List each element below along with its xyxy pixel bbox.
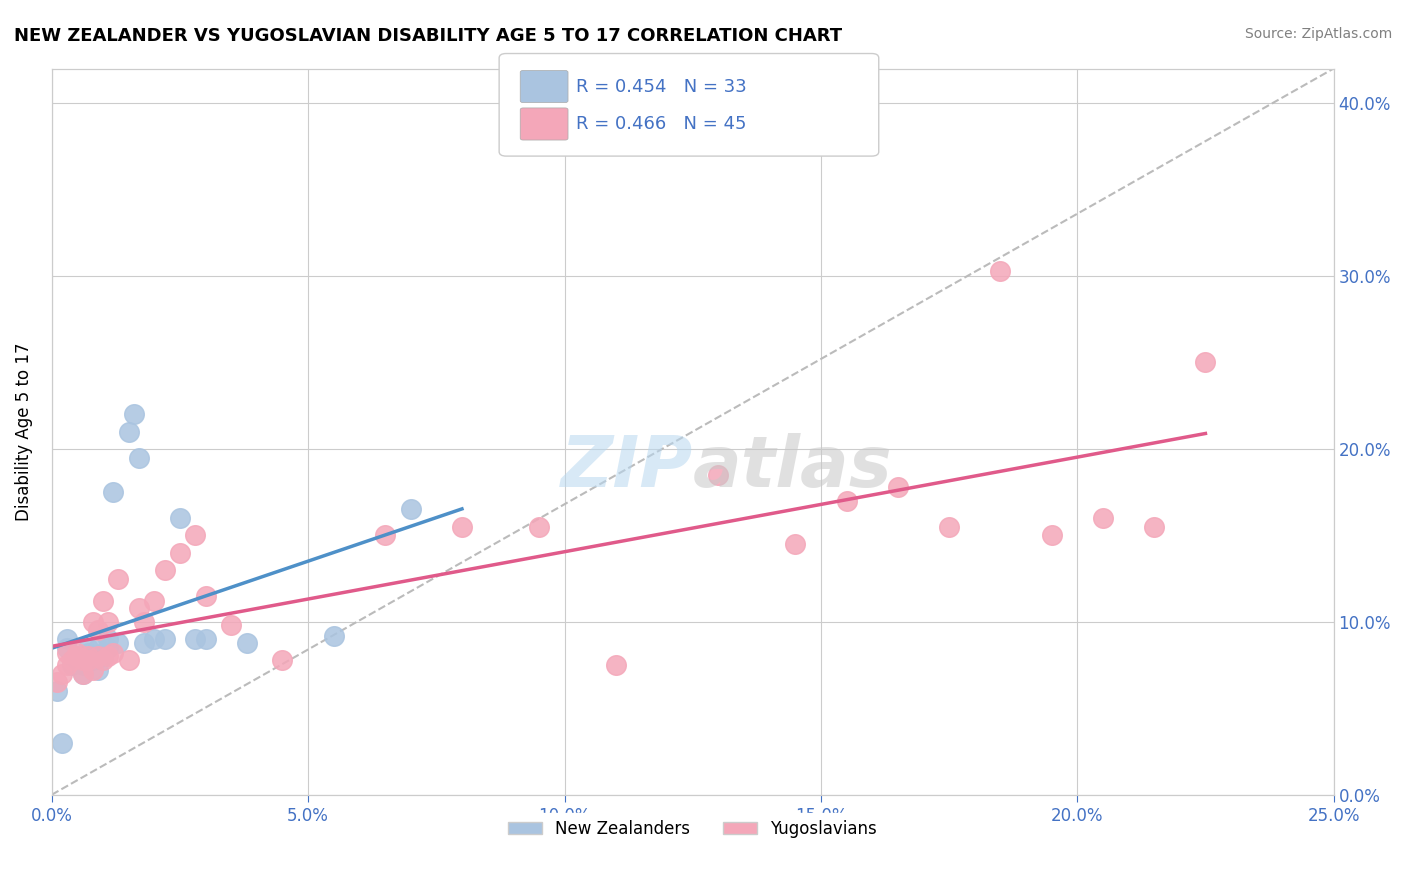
Point — [938, 519, 960, 533]
Text: R = 0.466   N = 45: R = 0.466 N = 45 — [576, 115, 747, 133]
Point — [72, 666, 94, 681]
Point — [107, 572, 129, 586]
Text: NEW ZEALANDER VS YUGOSLAVIAN DISABILITY AGE 5 TO 17 CORRELATION CHART: NEW ZEALANDER VS YUGOSLAVIAN DISABILITY … — [14, 27, 842, 45]
Point — [118, 425, 141, 439]
Point — [107, 635, 129, 649]
Point — [66, 646, 89, 660]
Text: R = 0.454   N = 33: R = 0.454 N = 33 — [576, 78, 747, 95]
Text: Source: ZipAtlas.com: Source: ZipAtlas.com — [1244, 27, 1392, 41]
Point — [1091, 511, 1114, 525]
Point — [271, 653, 294, 667]
Point — [128, 450, 150, 465]
Point — [184, 632, 207, 646]
Point — [66, 649, 89, 664]
Point — [91, 594, 114, 608]
Point — [91, 649, 114, 664]
Point — [97, 649, 120, 664]
Y-axis label: Disability Age 5 to 17: Disability Age 5 to 17 — [15, 343, 32, 521]
Point — [56, 632, 79, 646]
Point — [56, 646, 79, 660]
Point — [60, 658, 83, 673]
Point — [707, 467, 730, 482]
Point — [374, 528, 396, 542]
Point — [76, 653, 98, 667]
Point — [82, 649, 104, 664]
Point — [87, 624, 110, 638]
Legend: New Zealanders, Yugoslavians: New Zealanders, Yugoslavians — [502, 814, 883, 845]
Point — [97, 632, 120, 646]
Point — [76, 640, 98, 655]
Point — [56, 640, 79, 655]
Point — [194, 632, 217, 646]
Point — [605, 658, 627, 673]
Point — [451, 519, 474, 533]
Point — [45, 684, 67, 698]
Point — [72, 666, 94, 681]
Point — [91, 646, 114, 660]
Point — [60, 653, 83, 667]
Point — [988, 264, 1011, 278]
Point — [66, 653, 89, 667]
Point — [322, 629, 344, 643]
Point — [72, 653, 94, 667]
Point — [1143, 519, 1166, 533]
Point — [56, 658, 79, 673]
Point — [1040, 528, 1063, 542]
Point — [76, 646, 98, 660]
Point — [87, 649, 110, 664]
Point — [153, 632, 176, 646]
Point — [132, 615, 155, 629]
Point — [82, 663, 104, 677]
Point — [87, 663, 110, 677]
Point — [194, 589, 217, 603]
Point — [143, 632, 166, 646]
Point — [184, 528, 207, 542]
Point — [97, 615, 120, 629]
Point — [76, 649, 98, 664]
Point — [169, 511, 191, 525]
Point — [97, 640, 120, 655]
Point — [87, 640, 110, 655]
Point — [118, 653, 141, 667]
Point — [103, 485, 125, 500]
Point — [82, 653, 104, 667]
Point — [887, 480, 910, 494]
Point — [66, 649, 89, 664]
Point — [72, 658, 94, 673]
Point — [51, 736, 73, 750]
Point — [51, 666, 73, 681]
Point — [143, 594, 166, 608]
Point — [82, 615, 104, 629]
Point — [103, 646, 125, 660]
Point — [91, 653, 114, 667]
Point — [128, 601, 150, 615]
Text: ZIP: ZIP — [561, 434, 693, 502]
Point — [122, 407, 145, 421]
Point — [1194, 355, 1216, 369]
Point — [835, 493, 858, 508]
Point — [219, 618, 242, 632]
Point — [527, 519, 550, 533]
Point — [785, 537, 807, 551]
Point — [45, 675, 67, 690]
Point — [153, 563, 176, 577]
Point — [399, 502, 422, 516]
Point — [132, 635, 155, 649]
Text: atlas: atlas — [693, 434, 893, 502]
Point — [169, 546, 191, 560]
Point — [235, 635, 257, 649]
